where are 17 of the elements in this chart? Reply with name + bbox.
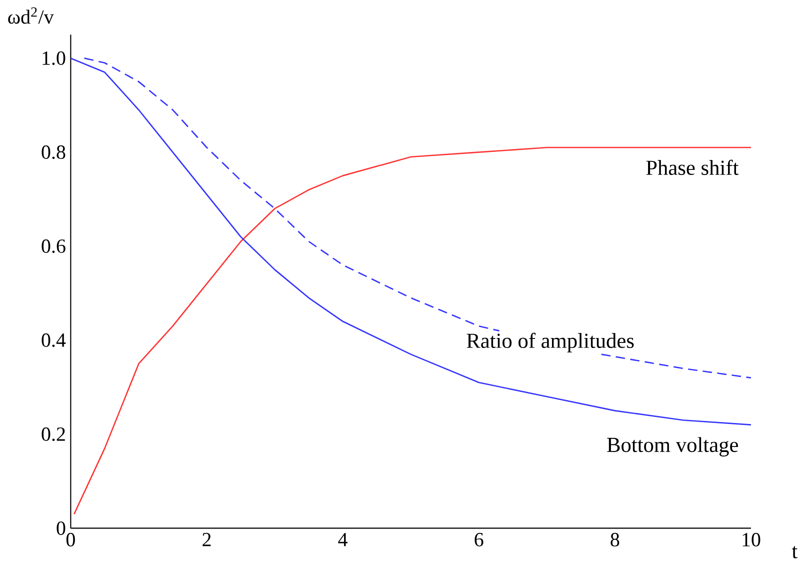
x-axis-title: t [792, 546, 798, 558]
x-tick-label: 4 [338, 532, 348, 546]
series-label: Ratio of amplitudes [466, 332, 634, 352]
series-label: Phase shift [646, 160, 739, 175]
y-tick-label: 0 [56, 521, 66, 535]
y-axis-title: ωd$^{2}$/v [8, 7, 54, 24]
y-tick-label: 0.6 [42, 239, 66, 253]
x-tick-label: 8 [610, 532, 620, 546]
x-tick-label: 6 [474, 532, 484, 546]
y-tick-label: 1.0 [42, 51, 66, 65]
series-label: Bottom voltage [607, 436, 738, 456]
y-tick-label: 0.2 [42, 427, 65, 441]
x-tick-label: 0 [66, 532, 75, 546]
x-tick-label: 10 [742, 532, 760, 546]
x-tick-label: 2 [202, 532, 211, 546]
y-tick-label: 0.8 [42, 145, 66, 159]
y-tick-label: 0.4 [42, 333, 66, 347]
